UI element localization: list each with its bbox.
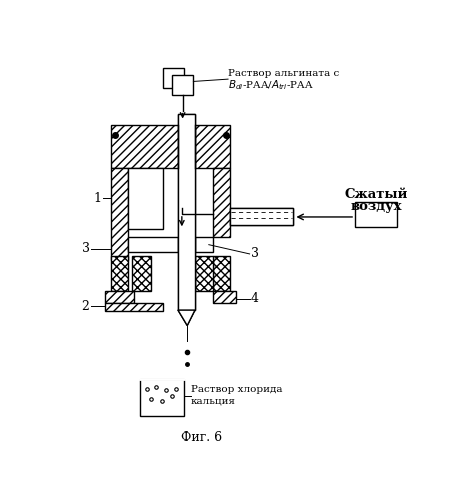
Bar <box>178 125 195 168</box>
Bar <box>111 256 128 291</box>
Bar <box>229 209 293 226</box>
Bar <box>105 291 134 303</box>
Bar <box>354 202 397 227</box>
Bar <box>162 67 184 88</box>
Bar <box>128 237 178 252</box>
Text: Сжатый: Сжатый <box>343 188 407 201</box>
Text: Фиг. 6: Фиг. 6 <box>180 431 221 444</box>
Bar <box>139 379 184 416</box>
Text: 2: 2 <box>82 300 90 313</box>
Polygon shape <box>128 240 145 250</box>
Bar <box>230 209 292 225</box>
Bar <box>229 209 293 226</box>
Polygon shape <box>178 310 195 325</box>
Text: 1: 1 <box>93 192 101 205</box>
Bar <box>178 114 195 310</box>
Bar <box>172 75 193 95</box>
Text: 3: 3 <box>81 242 90 255</box>
Text: кальция: кальция <box>190 397 235 406</box>
Bar <box>212 291 235 303</box>
Bar <box>111 125 229 168</box>
Text: 4: 4 <box>251 292 258 305</box>
Bar <box>178 114 195 310</box>
Bar <box>195 256 212 291</box>
Bar <box>111 168 128 260</box>
Text: $B_{di}$-PAA/$A_{tri}$-PAA: $B_{di}$-PAA/$A_{tri}$-PAA <box>228 78 313 92</box>
Text: 3: 3 <box>251 248 258 260</box>
Bar <box>128 168 162 229</box>
Polygon shape <box>178 310 195 325</box>
Text: Раствор хлорида: Раствор хлорида <box>190 385 282 394</box>
Bar <box>195 237 212 252</box>
Bar <box>212 168 229 237</box>
Bar <box>212 256 229 291</box>
Bar <box>132 256 151 291</box>
Bar <box>105 303 163 311</box>
Text: Раствор альгината с: Раствор альгината с <box>228 69 339 78</box>
Text: воздух: воздух <box>349 200 401 213</box>
Polygon shape <box>195 241 208 249</box>
